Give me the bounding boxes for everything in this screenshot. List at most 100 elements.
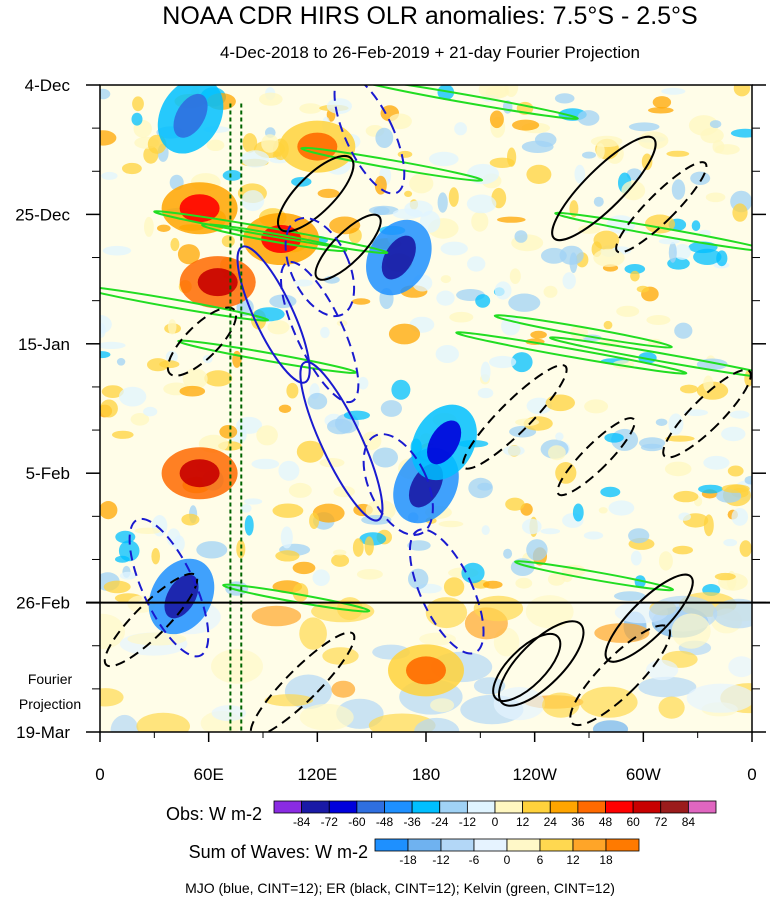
texture-blob	[703, 514, 714, 537]
er-contour	[166, 306, 238, 377]
axis-ticks	[86, 84, 766, 742]
texture-blob	[572, 503, 584, 522]
texture-blob	[489, 355, 517, 369]
colorbar-swatch	[494, 800, 524, 814]
texture-blob	[483, 580, 503, 589]
texture-blob	[526, 539, 548, 561]
chart-title: NOAA CDR HIRS OLR anomalies: 7.5°S - 2.5…	[162, 2, 697, 30]
texture-blob	[443, 577, 465, 597]
colorbar-swatch	[522, 800, 551, 814]
colorbar-swatch	[577, 800, 606, 814]
texture-blob	[115, 555, 130, 563]
texture-blob	[391, 379, 411, 400]
kelvin-contour	[300, 146, 484, 182]
texture-blob	[688, 115, 719, 136]
colorbar-tick-label: 24	[544, 815, 558, 829]
texture-blob	[407, 540, 431, 551]
texture-blob	[364, 536, 374, 556]
texture-blob	[691, 220, 701, 232]
texture-blob	[372, 447, 398, 468]
projection-label-line2: Projection	[19, 696, 81, 712]
texture-blob	[661, 87, 686, 95]
texture-blob	[729, 410, 750, 419]
texture-blob	[475, 294, 491, 308]
texture-blob	[454, 122, 467, 136]
texture-blob	[312, 503, 345, 523]
texture-blob	[206, 139, 225, 151]
texture-blob	[440, 275, 452, 284]
texture-blob	[678, 512, 691, 521]
texture-blob	[603, 320, 613, 330]
y-tick-label: 15-Jan	[18, 335, 70, 354]
texture-blob	[673, 490, 699, 503]
colorbar-tick-label: 0	[492, 815, 499, 829]
texture-blob	[477, 482, 493, 491]
texture-blob	[242, 133, 258, 153]
texture-blob	[583, 531, 604, 540]
colorbar-swatch	[411, 800, 441, 814]
texture-blob	[731, 508, 749, 526]
texture-blob	[419, 210, 441, 233]
texture-blob	[639, 437, 666, 449]
x-axis-labels: 0 60E 120E 180 120W 60W 0	[95, 765, 756, 784]
texture-blob	[508, 293, 541, 312]
negative-anomaly	[164, 574, 199, 619]
texture-blob	[292, 561, 316, 575]
texture-blob	[693, 248, 722, 265]
x-tick-label: 60E	[194, 765, 224, 784]
texture-blob	[680, 384, 698, 394]
texture-blob	[480, 361, 491, 383]
texture-blob	[545, 394, 575, 412]
texture-blob	[721, 484, 750, 493]
kelvin-contour	[153, 210, 389, 255]
er-contour	[314, 213, 382, 281]
colorbar-swatch	[356, 800, 385, 814]
colorbar-tick-label: 84	[682, 815, 696, 829]
texture-blob	[286, 382, 299, 399]
texture-blob	[577, 110, 600, 126]
projection-blob	[525, 595, 574, 629]
texture-blob	[312, 569, 330, 586]
texture-blob	[319, 458, 345, 468]
negative-anomaly	[381, 235, 416, 280]
texture-blob	[170, 237, 180, 252]
texture-blob	[116, 358, 126, 366]
texture-blob	[698, 484, 723, 494]
texture-blob	[375, 127, 394, 148]
texture-blob	[144, 216, 154, 237]
texture-blob	[115, 530, 136, 544]
texture-blob	[299, 103, 322, 114]
mjo-contour	[284, 216, 356, 318]
mjo-contour	[333, 85, 406, 195]
projection-blob	[728, 656, 752, 678]
colorbar-tick-label: -60	[348, 815, 366, 829]
texture-blob	[132, 96, 144, 112]
texture-blob	[658, 238, 680, 245]
colorbar-swatch	[605, 838, 640, 852]
texture-blob	[616, 305, 640, 317]
projection-blob	[419, 632, 456, 646]
kelvin-contour	[493, 314, 673, 349]
texture-blob	[100, 341, 126, 349]
texture-blob	[182, 368, 208, 390]
texture-blob	[204, 370, 233, 387]
colorbar-tick-label: 18	[599, 853, 613, 867]
texture-blob	[584, 399, 609, 414]
projection-blob	[331, 680, 356, 698]
projection-blob	[110, 714, 139, 732]
texture-blob	[515, 418, 540, 427]
texture-blob	[167, 319, 177, 335]
colorbar-swatch	[466, 800, 496, 814]
colorbar-swatch	[660, 800, 689, 814]
texture-blob	[582, 151, 596, 159]
er-contour	[103, 572, 199, 668]
positive-anomaly	[179, 459, 220, 488]
texture-blob	[730, 128, 752, 138]
colorbar-swatch	[407, 838, 442, 852]
texture-blob	[727, 465, 744, 477]
texture-blob	[494, 281, 512, 300]
texture-blob	[157, 224, 171, 232]
colorbar-tick-label: -6	[469, 853, 480, 867]
colorbar-swatch	[632, 800, 662, 814]
kelvin-contour	[514, 560, 675, 592]
